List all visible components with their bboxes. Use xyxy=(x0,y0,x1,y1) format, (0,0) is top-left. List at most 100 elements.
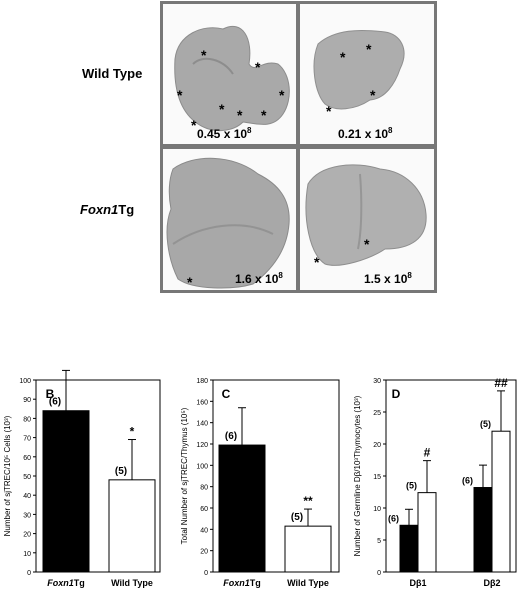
x-category-label-italic: Foxn1 xyxy=(223,578,250,588)
bar xyxy=(417,492,437,573)
y-tick-label: 30 xyxy=(373,378,381,385)
n-label: (6) xyxy=(388,513,399,523)
y-tick-label: 0 xyxy=(204,570,208,577)
y-tick-label: 15 xyxy=(373,474,381,481)
y-tick-label: 100 xyxy=(196,463,208,470)
cell-count-tg2-exp: 8 xyxy=(407,271,412,280)
cell-count-tg1-exp: 8 xyxy=(278,271,283,280)
y-tick-label: 30 xyxy=(23,512,31,519)
asterisk-mark: * xyxy=(237,107,243,123)
y-tick-label: 140 xyxy=(196,421,208,428)
panel-C-letter: C xyxy=(222,387,231,401)
y-tick-label: 10 xyxy=(373,506,381,513)
significance-mark: ## xyxy=(494,376,508,390)
cell-count-wt2-exp: 8 xyxy=(388,126,393,135)
bar xyxy=(473,487,493,573)
asterisk-mark: * xyxy=(364,236,370,252)
row-label-foxn1-italic: Foxn1 xyxy=(80,202,119,217)
n-label: (6) xyxy=(225,431,237,442)
x-category-label-text: Tg xyxy=(74,578,85,588)
asterisk-mark: * xyxy=(314,254,320,270)
bar xyxy=(218,444,266,573)
y-tick-label: 160 xyxy=(196,399,208,406)
asterisk-mark: * xyxy=(366,41,372,57)
x-category-label: Dβ2 xyxy=(484,578,501,588)
y-tick-label: 50 xyxy=(23,474,31,481)
x-category-label: Wild Type xyxy=(111,578,153,588)
asterisk-mark: * xyxy=(326,103,332,119)
row-label-tg-suffix: Tg xyxy=(118,202,135,217)
y-tick-label: 0 xyxy=(377,570,381,577)
asterisk-mark: * xyxy=(187,274,193,290)
y-tick-label: 120 xyxy=(196,442,208,449)
cell-count-tg1: 1.6 x 108 xyxy=(235,271,283,286)
cell-count-tg2: 1.5 x 108 xyxy=(364,271,412,286)
bar xyxy=(108,479,156,573)
n-label: (6) xyxy=(462,476,473,486)
thymus-photo-tg2: * * 1.5 x 108 xyxy=(300,149,434,290)
x-category-label: Foxn1Tg xyxy=(47,578,85,588)
x-category-label: Foxn1Tg xyxy=(223,578,261,588)
y-tick-label: 60 xyxy=(23,455,31,462)
thymus-photo-tg1: * 1.6 x 108 xyxy=(163,149,296,290)
x-category-label-text: Wild Type xyxy=(111,578,153,588)
n-label: (5) xyxy=(291,512,303,523)
thymus-photo-wt2: * * * * 0.21 x 108 xyxy=(300,4,434,144)
y-tick-label: 80 xyxy=(200,485,208,492)
n-label: (6) xyxy=(49,397,61,408)
x-category-label-italic: Foxn1 xyxy=(47,578,74,588)
y-tick-label: 20 xyxy=(200,549,208,556)
y-tick-label: 60 xyxy=(200,506,208,513)
thymus-image-tg1 xyxy=(166,157,290,289)
y-tick-label: 180 xyxy=(196,378,208,385)
cell-count-wt2: 0.21 x 108 xyxy=(338,126,393,141)
asterisk-mark: * xyxy=(370,87,376,103)
asterisk-mark: * xyxy=(340,49,346,65)
n-label: (5) xyxy=(115,466,127,477)
y-tick-label: 20 xyxy=(23,532,31,539)
row-label-wild-type: Wild Type xyxy=(82,66,143,81)
bar xyxy=(42,410,90,573)
y-tick-label: 40 xyxy=(23,493,31,500)
y-axis-label: Number of Germline Dβ/10³Thymocytes (10³… xyxy=(353,395,362,556)
asterisk-mark: * xyxy=(261,107,267,123)
cell-count-wt2-base: 0.21 x 10 xyxy=(338,127,389,141)
row-label-foxn1tg: Foxn1Tg xyxy=(80,202,134,217)
cell-count-tg2-base: 1.5 x 10 xyxy=(364,272,408,286)
chart-C-frame xyxy=(212,379,340,573)
cell-count-wt1-base: 0.45 x 10 xyxy=(197,127,248,141)
y-tick-label: 5 xyxy=(377,538,381,545)
asterisk-mark: * xyxy=(255,59,261,75)
asterisk-mark: * xyxy=(191,117,197,133)
y-tick-label: 0 xyxy=(27,570,31,577)
significance-mark: ** xyxy=(303,494,313,508)
cell-count-tg1-base: 1.6 x 10 xyxy=(235,272,279,286)
y-tick-label: 80 xyxy=(23,416,31,423)
x-category-label-text: Tg xyxy=(250,578,261,588)
significance-mark: # xyxy=(424,446,431,460)
asterisk-mark: * xyxy=(219,101,225,117)
cell-count-wt1: 0.45 x 108 xyxy=(197,126,252,141)
y-tick-label: 25 xyxy=(373,410,381,417)
thymus-image-wt1 xyxy=(174,26,290,131)
y-tick-label: 40 xyxy=(200,527,208,534)
x-category-label: Wild Type xyxy=(287,578,329,588)
x-category-label-text: Wild Type xyxy=(287,578,329,588)
thymus-image-wt2 xyxy=(313,29,405,110)
panel-B-letter: B xyxy=(46,387,55,401)
bar xyxy=(399,524,419,573)
n-label: (5) xyxy=(480,419,491,429)
y-tick-label: 10 xyxy=(23,551,31,558)
y-tick-label: 90 xyxy=(23,397,31,404)
x-category-label: Dβ1 xyxy=(410,578,427,588)
cell-count-wt1-exp: 8 xyxy=(247,126,252,135)
asterisk-mark: * xyxy=(177,87,183,103)
panel-D-letter: D xyxy=(392,387,401,401)
thymus-photo-wt1: * * * * * * * * 0.45 x 108 xyxy=(163,4,296,144)
bar xyxy=(491,430,511,573)
y-tick-label: 70 xyxy=(23,436,31,443)
n-label: (5) xyxy=(406,481,417,491)
y-axis-label: Total Number of sjTREC/Thymus (10⁵) xyxy=(180,407,189,544)
y-tick-label: 20 xyxy=(373,442,381,449)
